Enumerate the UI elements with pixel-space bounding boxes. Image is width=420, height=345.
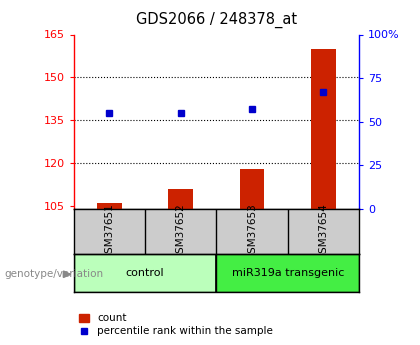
- Text: GSM37653: GSM37653: [247, 203, 257, 259]
- Text: miR319a transgenic: miR319a transgenic: [231, 268, 344, 277]
- Text: GSM37652: GSM37652: [176, 203, 186, 259]
- Bar: [239, 169, 265, 209]
- Text: GSM37651: GSM37651: [104, 203, 114, 259]
- Bar: [97, 203, 122, 209]
- Text: control: control: [126, 268, 164, 277]
- Bar: [74, 254, 216, 292]
- Text: genotype/variation: genotype/variation: [4, 269, 103, 279]
- Bar: [168, 189, 193, 209]
- Bar: [311, 49, 336, 209]
- Legend: count, percentile rank within the sample: count, percentile rank within the sample: [79, 313, 273, 336]
- Text: GSM37654: GSM37654: [318, 203, 328, 259]
- Text: GDS2066 / 248378_at: GDS2066 / 248378_at: [136, 12, 297, 28]
- Bar: [216, 254, 359, 292]
